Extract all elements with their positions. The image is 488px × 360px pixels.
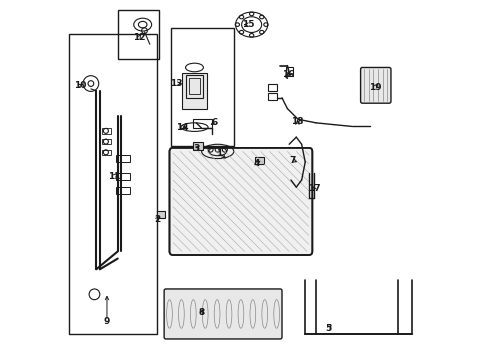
Bar bbox=[102, 150, 110, 155]
Bar bbox=[192, 119, 212, 128]
Bar bbox=[118, 10, 159, 59]
Bar bbox=[102, 139, 110, 144]
Text: 12: 12 bbox=[133, 33, 145, 42]
Bar bbox=[171, 28, 233, 146]
Text: 9: 9 bbox=[103, 316, 110, 325]
Text: 2: 2 bbox=[154, 215, 160, 224]
Bar bbox=[102, 128, 110, 134]
Text: 14: 14 bbox=[175, 123, 188, 132]
Bar bbox=[285, 67, 293, 76]
Text: 6: 6 bbox=[211, 118, 217, 127]
Text: 1: 1 bbox=[216, 149, 222, 158]
Text: 17: 17 bbox=[307, 184, 320, 193]
Bar bbox=[255, 157, 264, 164]
Text: 3: 3 bbox=[193, 144, 199, 153]
Bar bbox=[267, 84, 276, 91]
FancyBboxPatch shape bbox=[164, 289, 282, 339]
Text: 18: 18 bbox=[290, 117, 303, 126]
Bar bbox=[116, 155, 130, 162]
Bar bbox=[189, 78, 200, 94]
Text: 5: 5 bbox=[325, 324, 331, 333]
Bar bbox=[192, 143, 203, 150]
Bar bbox=[182, 73, 206, 109]
Text: 13: 13 bbox=[170, 79, 183, 88]
Text: 11: 11 bbox=[108, 172, 120, 181]
Bar bbox=[185, 75, 203, 98]
Text: 4: 4 bbox=[253, 159, 260, 168]
Bar bbox=[69, 33, 157, 334]
Bar bbox=[116, 187, 130, 194]
Text: 10: 10 bbox=[74, 81, 86, 90]
Bar bbox=[157, 211, 164, 217]
Text: 15: 15 bbox=[242, 20, 254, 29]
Bar bbox=[267, 93, 276, 100]
FancyBboxPatch shape bbox=[360, 67, 390, 103]
Text: 19: 19 bbox=[368, 83, 381, 92]
Text: 7: 7 bbox=[289, 156, 295, 165]
Bar bbox=[116, 173, 130, 180]
Text: 8: 8 bbox=[198, 308, 204, 317]
FancyBboxPatch shape bbox=[169, 148, 312, 255]
Text: 16: 16 bbox=[281, 70, 294, 79]
